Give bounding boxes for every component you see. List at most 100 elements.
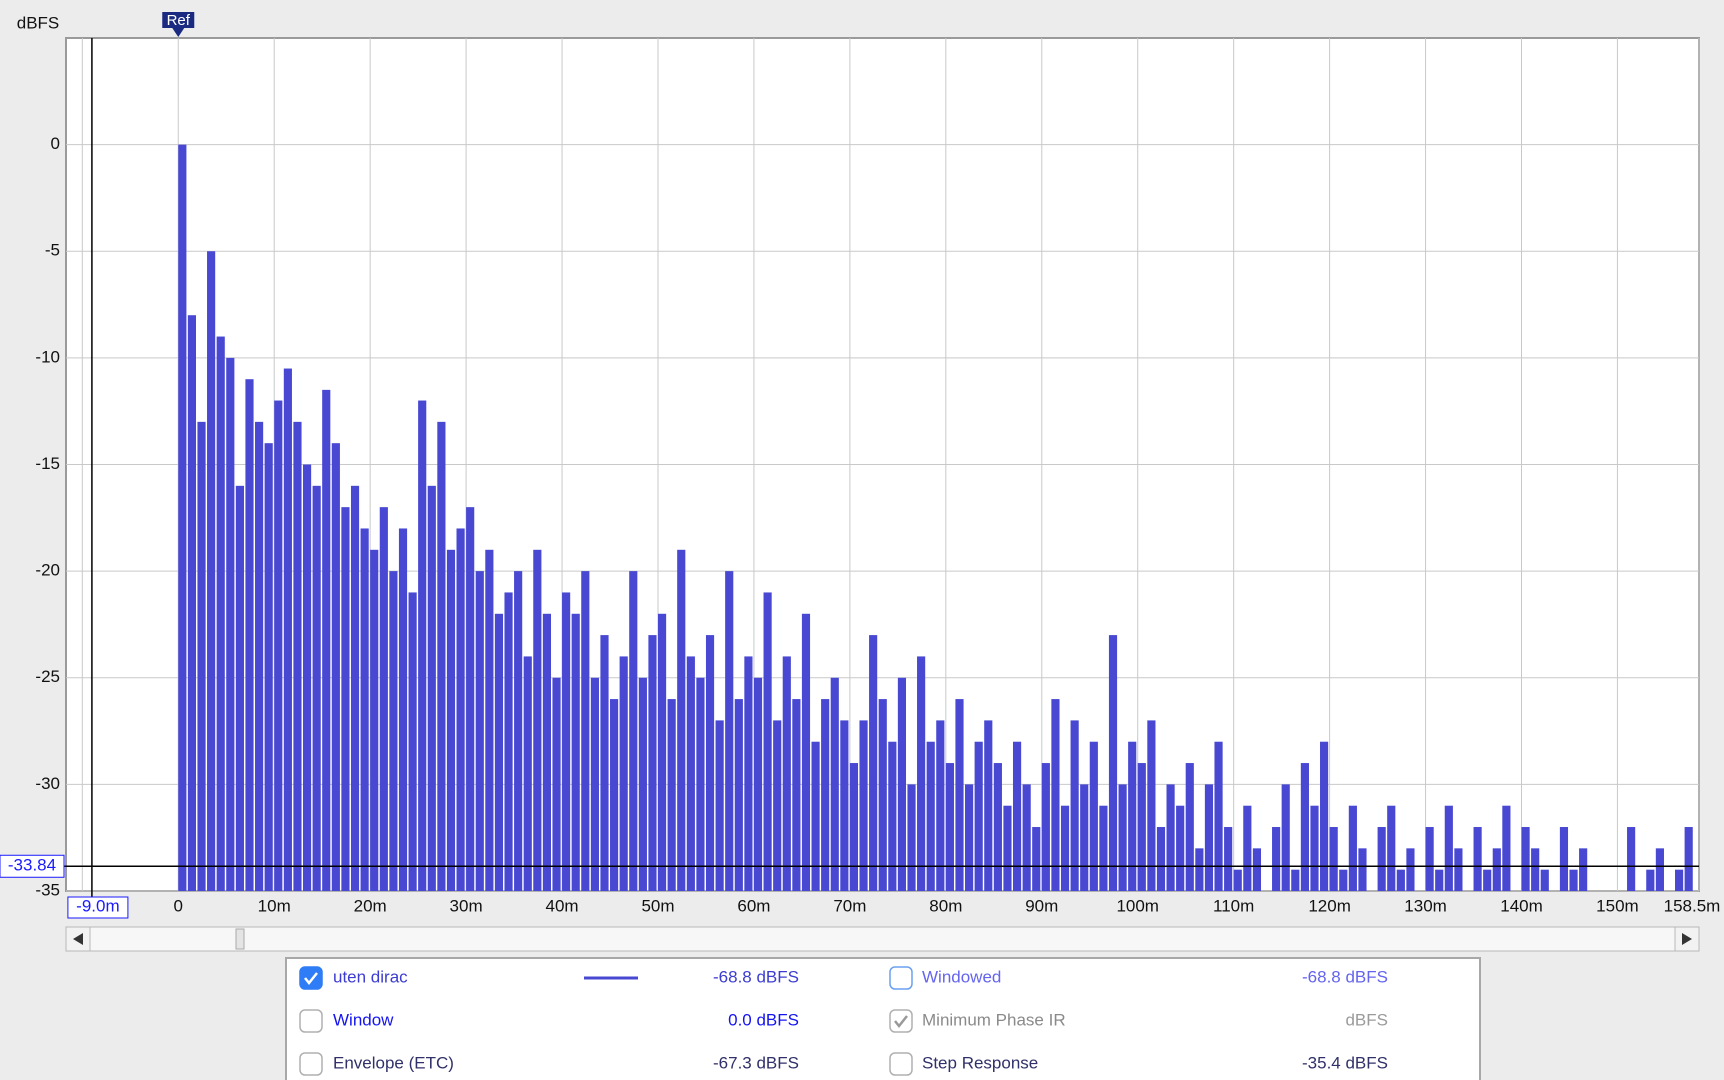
bar (638, 677, 647, 891)
checkbox[interactable] (299, 1052, 323, 1076)
bar (1492, 848, 1501, 891)
bar (1358, 848, 1367, 891)
bar (926, 741, 935, 891)
bar (917, 656, 926, 891)
x-tick-label: 40m (546, 896, 579, 915)
bar (792, 699, 801, 891)
bar (523, 656, 532, 891)
cursor-x-label: -9.0m (76, 896, 119, 915)
bar (907, 784, 916, 891)
checkbox[interactable] (299, 966, 323, 990)
bar (245, 379, 254, 891)
x-tick-label: 130m (1404, 896, 1447, 915)
x-tick-label: 20m (354, 896, 387, 915)
legend-panel (285, 957, 1481, 1080)
bar (504, 592, 513, 891)
bar (725, 571, 734, 891)
bar (274, 400, 283, 891)
scroll-thumb[interactable] (235, 928, 245, 950)
bar (1454, 848, 1463, 891)
bar (1252, 848, 1262, 891)
arrow-left (73, 933, 83, 945)
bar (226, 357, 235, 891)
bar (552, 677, 561, 891)
bar (715, 720, 724, 891)
cursor-y-box (0, 854, 65, 878)
series-level: -68.8 dBFS (713, 967, 799, 986)
bar (821, 699, 830, 891)
bar (379, 507, 388, 891)
bar (1099, 805, 1108, 891)
bar (1291, 869, 1300, 891)
bar (600, 635, 609, 891)
bar (446, 549, 456, 891)
bar (1425, 827, 1434, 891)
cursor-x-box (67, 896, 129, 919)
bar (1128, 741, 1137, 891)
bar (1339, 869, 1348, 891)
bar (1204, 784, 1214, 891)
bar (705, 635, 715, 891)
bar (1118, 784, 1127, 891)
bar (1320, 741, 1329, 891)
bar (1559, 827, 1569, 891)
bar (533, 549, 542, 891)
y-tick-label: -35 (35, 880, 60, 899)
checkbox[interactable] (299, 1009, 323, 1033)
y-axis-label: dBFS (17, 13, 60, 32)
series-level: -68.8 dBFS (1302, 967, 1388, 986)
bar (1108, 635, 1118, 891)
bar (1281, 784, 1290, 891)
bar (514, 571, 523, 891)
bar (1243, 805, 1252, 891)
x-tick-label: 150m (1596, 896, 1639, 915)
checkbox[interactable] (889, 1009, 913, 1033)
bar (562, 592, 571, 891)
bar (869, 635, 878, 891)
bar (696, 677, 705, 891)
y-tick-label: -30 (35, 774, 60, 793)
bar (302, 464, 312, 891)
bar (610, 699, 619, 891)
scrollbar[interactable] (65, 926, 1700, 952)
y-tick-label: -5 (45, 241, 60, 260)
bar (398, 528, 408, 891)
bar (763, 592, 772, 891)
bar (1435, 869, 1444, 891)
checkbox[interactable] (889, 1052, 913, 1076)
bar (341, 507, 350, 891)
series-toggle-label[interactable]: Windowed (922, 967, 1001, 986)
x-tick-label: 110m (1213, 896, 1254, 915)
bar (993, 763, 1002, 891)
bar (322, 389, 331, 891)
bar (1540, 869, 1549, 891)
bar (744, 656, 753, 891)
bar (1569, 869, 1578, 891)
bar (1684, 827, 1693, 891)
x-tick-label: 140m (1500, 896, 1543, 915)
bar (216, 336, 225, 891)
arrow-right (1682, 933, 1692, 945)
series-toggle-label[interactable]: Envelope (ETC) (333, 1053, 454, 1072)
series-toggle-label[interactable]: Window (333, 1010, 394, 1029)
series-toggle-label[interactable]: Step Response (922, 1053, 1038, 1072)
bar (389, 571, 398, 891)
legend-rows: uten dirac -68.8 dBFS Windowed -68.8 dBFS Wi… (299, 966, 1388, 1076)
bar (629, 571, 638, 891)
bar (1214, 741, 1223, 891)
bar (235, 485, 244, 891)
bar (418, 400, 427, 891)
bar (1166, 784, 1175, 891)
checkbox[interactable] (889, 966, 913, 990)
series-toggle-label[interactable]: uten dirac (333, 967, 408, 986)
ref-marker (162, 12, 195, 37)
bar (984, 720, 993, 891)
series-toggle-label[interactable]: Minimum Phase IR (922, 1010, 1066, 1029)
x-tick-label: 50m (641, 896, 674, 915)
bar (830, 677, 839, 891)
bar (1012, 741, 1022, 891)
series-level: dBFS (1345, 1010, 1388, 1029)
x-tick-label: 0 (174, 896, 183, 915)
bar (581, 571, 590, 891)
